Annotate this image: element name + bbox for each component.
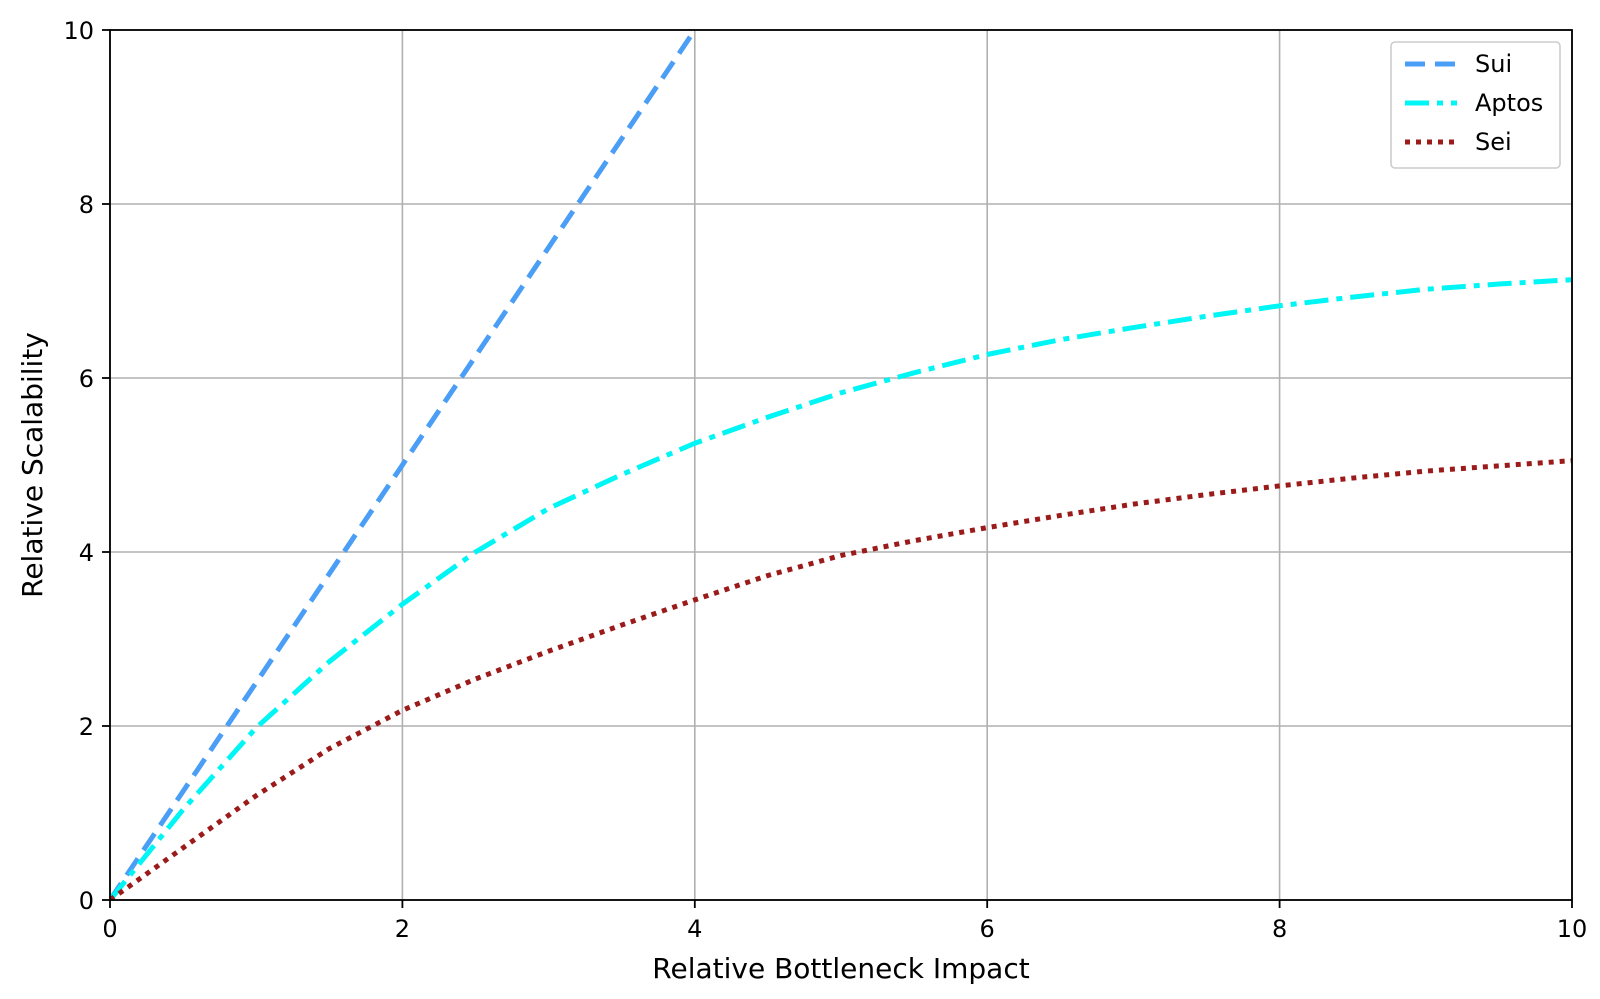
series-layer xyxy=(110,30,1572,900)
x-tick-label-1: 2 xyxy=(395,915,410,943)
legend-box xyxy=(1390,41,1561,169)
y-tick-label-2: 4 xyxy=(79,539,94,567)
legend: Sui Aptos Sei xyxy=(1390,41,1561,169)
x-tick-label-2: 4 xyxy=(687,915,702,943)
axis-layer: 0 2 4 6 8 10 0 2 4 6 8 10 xyxy=(63,17,1587,943)
x-tick-label-5: 10 xyxy=(1557,915,1588,943)
y-tick-label-1: 2 xyxy=(79,713,94,741)
plot-frame xyxy=(109,29,1573,901)
legend-label-sui: Sui xyxy=(1475,50,1512,78)
legend-label-aptos: Aptos xyxy=(1475,89,1543,117)
y-tick-label-3: 6 xyxy=(79,365,94,393)
series-line-sui xyxy=(110,30,697,900)
series-line-aptos xyxy=(110,277,1572,900)
x-tick-label-3: 6 xyxy=(980,915,995,943)
grid-layer xyxy=(109,29,1573,901)
y-axis-label: Relative Scalability xyxy=(16,332,49,598)
legend-label-sei: Sei xyxy=(1475,128,1512,156)
x-tick-label-0: 0 xyxy=(102,915,117,943)
x-tick-label-4: 8 xyxy=(1272,915,1287,943)
x-axis-label: Relative Bottleneck Impact xyxy=(652,952,1029,985)
y-tick-label-4: 8 xyxy=(79,191,94,219)
series-line-sei xyxy=(110,458,1572,900)
y-tick-label-0: 0 xyxy=(79,887,94,915)
y-tick-label-5: 10 xyxy=(63,17,94,45)
